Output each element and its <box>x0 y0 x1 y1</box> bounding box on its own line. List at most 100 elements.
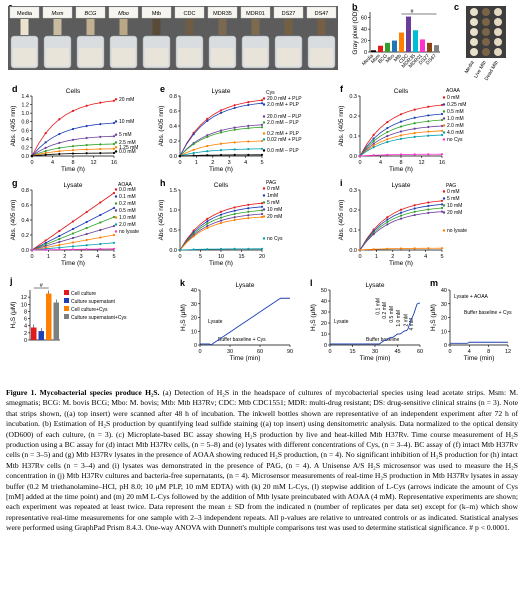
legend-marker <box>442 204 446 207</box>
data-point <box>44 239 47 242</box>
data-point <box>427 201 430 204</box>
panel-letter-e: e <box>160 84 165 94</box>
data-point <box>413 210 416 213</box>
data-point <box>71 241 75 244</box>
data-point <box>413 204 416 207</box>
data-point <box>30 248 34 252</box>
x-axis-label-m: Time (min) <box>464 355 495 362</box>
bar <box>399 32 404 52</box>
data-point <box>440 203 444 206</box>
x-tick-label: 1 <box>375 254 378 260</box>
data-point <box>372 139 375 143</box>
legend-marker <box>442 131 446 134</box>
data-point <box>206 224 209 228</box>
x-tick-label: 0 <box>178 254 181 260</box>
data-point <box>233 212 236 216</box>
bottle-culture <box>145 48 168 66</box>
data-point <box>58 141 61 144</box>
strip-label: Msm <box>52 11 64 17</box>
data-point <box>386 140 389 144</box>
strip-label-box <box>174 6 205 19</box>
legend-marker <box>114 146 118 149</box>
data-point <box>99 135 102 138</box>
y-tick-label: 60 <box>361 16 367 22</box>
plate-well <box>482 48 490 56</box>
x-tick-label: 5 <box>440 254 443 260</box>
data-point <box>413 127 416 130</box>
x-tick-label: 0 <box>328 349 331 355</box>
data-point <box>219 142 223 145</box>
series-line <box>179 202 263 251</box>
data-point <box>85 152 88 155</box>
x-tick-label: 20 <box>259 254 265 260</box>
legend-label-d: 2.5 mM <box>119 140 136 146</box>
x-tick-label: 4 <box>51 160 54 166</box>
legend-label-i: 5 mM <box>447 196 460 202</box>
strip-label-box <box>9 6 40 19</box>
data-point <box>219 213 223 216</box>
legend-marker <box>442 117 446 120</box>
data-point <box>219 210 223 213</box>
data-point <box>440 210 444 213</box>
legend-title-e: Cys <box>266 90 275 96</box>
bar <box>385 42 390 52</box>
strip-label: DS47 <box>315 11 329 17</box>
data-point <box>247 217 250 220</box>
panel-letter-j: j <box>9 276 13 286</box>
x-tick-label: 60 <box>257 349 263 355</box>
x-tick-label: 8 <box>399 160 402 166</box>
legend-marker <box>262 215 266 218</box>
panel-title-i: Lysate <box>392 182 411 189</box>
data-point <box>440 247 444 250</box>
data-point <box>440 112 444 116</box>
legend-marker <box>114 223 118 226</box>
y-tick-label: 0.4 <box>21 218 29 224</box>
legend-label-h: 0 mM <box>267 186 280 192</box>
x-tick-label: 16 <box>439 160 445 166</box>
legend-marker <box>262 201 266 204</box>
data-point <box>219 216 223 219</box>
y-tick-label: 0.4 <box>169 124 177 130</box>
x-tick-label: 4 <box>96 254 99 260</box>
data-point <box>427 134 430 137</box>
y-tick-label: 8 <box>24 309 27 315</box>
trace-annotation: Buffer baseline + Cys <box>218 337 266 343</box>
data-point <box>85 124 88 128</box>
data-point <box>112 224 116 228</box>
legend-marker <box>114 120 118 123</box>
data-point <box>247 203 250 206</box>
legend-marker <box>262 138 266 141</box>
panel-letter-f: f <box>340 84 344 94</box>
data-point <box>440 118 444 122</box>
data-point <box>99 221 102 224</box>
strip-label-box <box>207 6 238 19</box>
y-tick-label: 0.2 <box>349 208 357 214</box>
data-point <box>71 236 75 240</box>
data-point <box>260 205 264 208</box>
panel-d: d Cells 0.0 0.2 0.4 0.6 0.8 1.0 1.2 1.4 0 4 8 12 16 Tim… <box>10 84 138 173</box>
strip-label: DS27 <box>282 11 296 17</box>
y-tick-label: 0.3 <box>349 188 357 194</box>
cys-addition-label: 1.0 mM <box>396 310 402 327</box>
y-tick-label: 0.3 <box>349 94 357 100</box>
x-axis-label-d: Time (h) <box>61 166 85 173</box>
data-point <box>58 146 61 150</box>
cys-addition-label: 2 mM <box>403 314 409 327</box>
data-point <box>112 191 116 195</box>
data-point <box>192 154 195 157</box>
bottle-culture <box>112 48 135 66</box>
data-point <box>440 129 444 132</box>
x-tick-label: 5 <box>260 160 263 166</box>
y-tick-label: 4 <box>24 324 27 330</box>
legend-label-j: Culture supernatant <box>71 299 116 305</box>
caption-body: (a) Detection of H₂S in the headspace of… <box>6 388 518 533</box>
y-tick-label: 30 <box>321 310 327 316</box>
x-tick-label: 45 <box>394 349 400 355</box>
panel-letter-c: c <box>454 2 459 12</box>
data-point <box>71 220 75 223</box>
panel-letter-i: i <box>340 178 343 188</box>
data-point <box>85 238 88 242</box>
data-point <box>99 123 102 126</box>
h2s-trace <box>200 297 290 346</box>
legend-marker <box>442 229 446 232</box>
